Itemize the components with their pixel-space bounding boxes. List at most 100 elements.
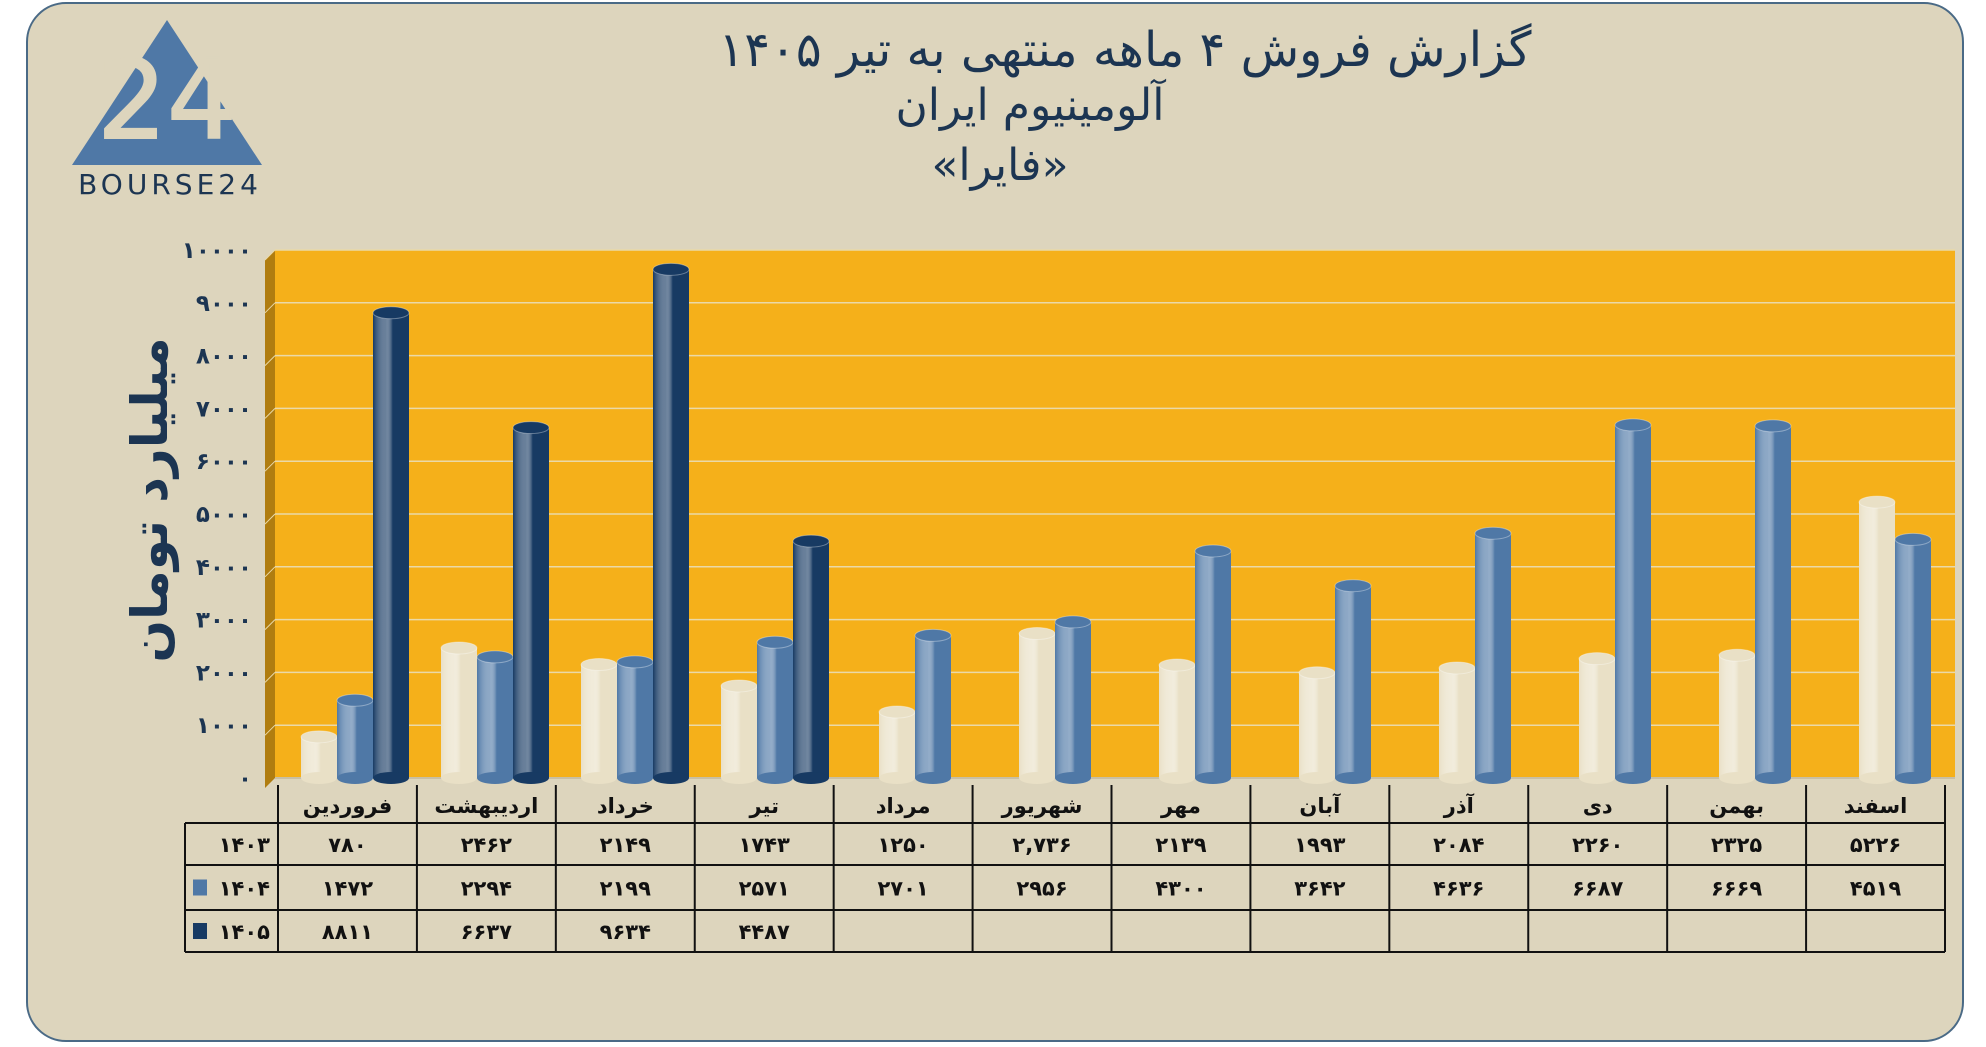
legend-swatch xyxy=(193,879,207,896)
x-category-label: آبان xyxy=(1299,793,1341,818)
bar-top xyxy=(1614,418,1652,432)
data-cell: ۲۰۸۴ xyxy=(1433,833,1484,857)
data-cell: ۹۶۳۴ xyxy=(600,920,651,944)
data-cell: ۲۱۹۹ xyxy=(600,877,651,901)
chart-title: گزارش فروش ۴ ماهه منتهی به تیر ۱۴۰۵ xyxy=(718,22,1532,78)
bar-base xyxy=(1299,772,1335,784)
data-cell: ۱۷۴۳ xyxy=(739,833,790,857)
bar-top xyxy=(792,534,830,548)
y-tick-label: ۶۰۰۰ xyxy=(196,449,252,475)
bar-top xyxy=(652,262,690,276)
data-cell: ۴۶۳۶ xyxy=(1433,877,1484,901)
y-tick-label: ۸۰۰۰ xyxy=(196,344,252,370)
y-tick-label: ۵۰۰۰ xyxy=(196,502,252,528)
bar-base xyxy=(1859,772,1895,784)
logo-mark: 24 xyxy=(97,36,237,164)
bar-base xyxy=(441,772,477,784)
data-cell: ۱۴۷۲ xyxy=(322,877,373,901)
bar-shade xyxy=(337,700,373,778)
bar-top xyxy=(1894,532,1932,546)
bar-shade xyxy=(1719,655,1755,778)
legend-series-name: ۱۴۰۳ xyxy=(219,833,270,857)
data-cell: ۶۶۸۷ xyxy=(1572,877,1623,901)
bourse24-logo: 24 xyxy=(72,20,262,165)
data-cell: ۲۳۲۵ xyxy=(1711,833,1762,857)
gridline-side xyxy=(264,619,276,630)
x-category-label: اسفند xyxy=(1844,794,1908,818)
bar-top xyxy=(720,679,758,693)
data-cell: ۲۷۰۱ xyxy=(877,877,928,901)
bar-base xyxy=(1439,772,1475,784)
bar-shade xyxy=(477,656,513,778)
gridline-side xyxy=(264,302,276,314)
bar-shade xyxy=(441,648,477,778)
chart-subtitle: آلومینیوم ایران xyxy=(895,80,1165,131)
gridline-side xyxy=(264,408,276,419)
bar-shade xyxy=(1335,585,1371,778)
bar-base xyxy=(653,772,689,784)
data-cell: ۳۶۴۲ xyxy=(1294,877,1345,901)
bar-base xyxy=(1475,772,1511,784)
x-category-label: شهریور xyxy=(1001,794,1083,818)
gridline-side xyxy=(264,672,276,683)
bar-top xyxy=(1578,652,1616,666)
x-category-label: خرداد xyxy=(597,794,654,818)
gridline-side xyxy=(264,566,276,578)
bar-shade xyxy=(1755,425,1791,778)
bar-shade xyxy=(1859,502,1895,778)
y-tick-label: ۲۰۰۰ xyxy=(196,660,252,686)
y-tick-label: ۷۰۰۰ xyxy=(196,396,252,422)
data-cell: ۲۲۶۰ xyxy=(1572,833,1623,857)
data-cell: ۱۲۵۰ xyxy=(877,833,928,857)
y-tick-label: ۱۰۰۰۰ xyxy=(182,238,252,264)
bar-top xyxy=(372,306,410,320)
bar-base xyxy=(477,772,513,784)
bar-top xyxy=(476,650,514,664)
data-cell: ۸۸۱۱ xyxy=(322,920,373,944)
x-category-label: اردیبهشت xyxy=(434,794,538,818)
bar-base xyxy=(301,772,337,784)
bar-base xyxy=(1615,772,1651,784)
bar-base xyxy=(617,772,653,784)
bar-top xyxy=(1334,579,1372,593)
bar-base xyxy=(1755,772,1791,784)
gridline-side xyxy=(264,513,276,525)
bar-base xyxy=(879,772,915,784)
gridline-side xyxy=(264,724,276,736)
bar-shade xyxy=(1475,533,1511,778)
gridline-side xyxy=(264,249,276,261)
y-tick-label: ۰ xyxy=(238,766,252,792)
data-cell: ۲,۷۳۶ xyxy=(1012,833,1071,857)
bar-shade xyxy=(757,642,793,778)
data-cell: ۷۸۰ xyxy=(328,833,366,857)
company-ticker: «فایرا» xyxy=(931,140,1069,191)
bar-base xyxy=(1195,772,1231,784)
bar-top xyxy=(1298,666,1336,680)
legend-swatch xyxy=(193,923,207,939)
bar-shade xyxy=(793,541,829,778)
bars-layer xyxy=(300,262,1932,784)
x-category-label: مرداد xyxy=(876,794,931,818)
x-category-label: فروردین xyxy=(303,794,393,818)
data-cell: ۴۳۰۰ xyxy=(1155,877,1206,901)
bar-shade xyxy=(721,685,757,778)
bar-shade xyxy=(1615,424,1651,778)
bar-shade xyxy=(915,635,951,778)
data-cell: ۲۱۳۹ xyxy=(1155,833,1206,857)
bar-base xyxy=(1579,772,1615,784)
data-cell: ۲۹۵۶ xyxy=(1016,877,1067,901)
data-table: فروردین اردیبهشت خرداد تیر مرداد شهریور مهر آبا… xyxy=(184,785,1946,953)
bar-shade xyxy=(1299,672,1335,778)
bar-base xyxy=(1055,772,1091,784)
gridline-side xyxy=(264,460,276,472)
bar-shade xyxy=(301,736,337,778)
x-category-label: بهمن xyxy=(1709,794,1764,818)
bar-top xyxy=(756,635,794,649)
data-cell: ۲۱۴۹ xyxy=(600,833,651,857)
bar-top xyxy=(300,730,338,744)
bar-base xyxy=(915,772,951,784)
bar-base xyxy=(757,772,793,784)
bar-top xyxy=(878,705,916,719)
data-cell: ۲۲۹۴ xyxy=(461,877,512,901)
bar-top xyxy=(336,693,374,707)
